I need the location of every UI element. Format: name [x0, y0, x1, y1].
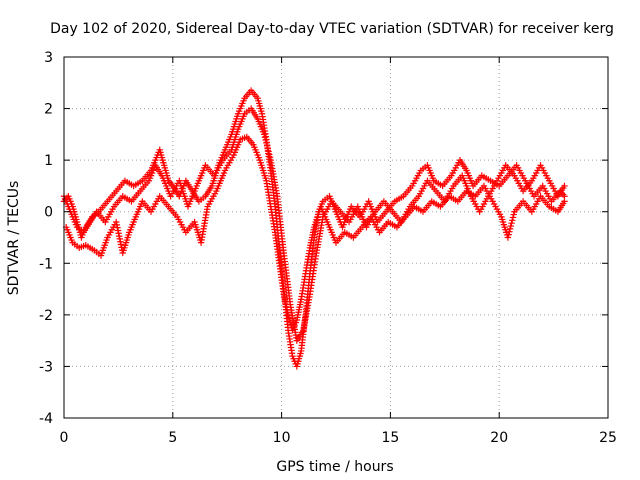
y-tick-label: -3 — [39, 359, 53, 375]
x-axis-label: GPS time / hours — [276, 459, 393, 475]
x-tick-label: 25 — [599, 430, 617, 446]
plot-frame — [63, 56, 609, 419]
x-tick-label: 5 — [168, 430, 177, 446]
data-point — [261, 134, 269, 141]
data-points — [60, 87, 568, 370]
y-tick-label: 0 — [44, 205, 53, 221]
data-point — [509, 214, 517, 221]
y-tick-label: -2 — [39, 308, 53, 324]
data-point — [263, 142, 271, 150]
y-tick-label: 2 — [44, 102, 53, 118]
data-point — [508, 219, 515, 227]
data-point — [264, 145, 272, 152]
data-point — [266, 151, 273, 158]
chart-title: Day 102 of 2020, Sidereal Day-to-day VTE… — [50, 21, 614, 37]
data-point — [509, 217, 516, 224]
data-point — [510, 211, 517, 218]
y-axis-label: SDTVAR / TECUs — [6, 181, 22, 296]
data-point — [507, 222, 515, 230]
axis-ticks: 0 5 10 15 20 25 -4 -3 -2 -1 0 1 2 3 — [39, 50, 617, 446]
series-track-c — [60, 105, 568, 344]
y-tick-label: -1 — [39, 256, 53, 272]
y-tick-label: 1 — [44, 153, 53, 169]
data-point — [265, 148, 272, 155]
x-tick-label: 0 — [60, 430, 69, 446]
x-tick-label: 15 — [381, 430, 399, 446]
data-point — [504, 234, 512, 241]
data-point — [260, 131, 268, 138]
x-tick-label: 10 — [273, 430, 291, 446]
data-point — [561, 182, 568, 190]
data-point — [561, 198, 568, 205]
data-point — [266, 154, 274, 161]
data-point — [506, 225, 514, 233]
y-tick-label: -4 — [39, 411, 53, 427]
data-point — [263, 139, 270, 147]
data-point — [505, 231, 512, 238]
data-point — [262, 136, 269, 144]
data-point — [506, 228, 513, 235]
x-tick-label: 20 — [490, 430, 508, 446]
y-tick-label: 3 — [44, 50, 53, 66]
